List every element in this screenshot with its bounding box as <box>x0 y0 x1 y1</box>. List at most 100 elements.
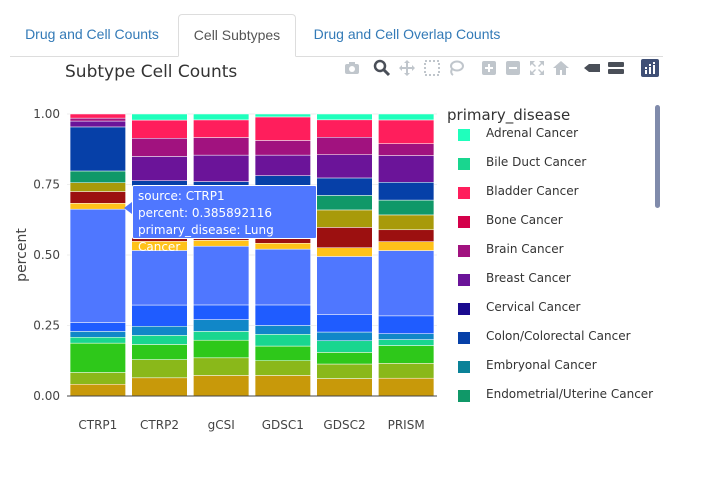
zoom-out-icon[interactable] <box>503 58 523 78</box>
bar-segment <box>378 113 435 121</box>
box-select-icon[interactable] <box>422 58 442 78</box>
bar-segment <box>131 138 188 157</box>
legend-item[interactable]: Adrenal Cancer <box>458 124 658 144</box>
bar-segment <box>69 342 126 373</box>
bar-segment <box>378 333 435 340</box>
legend-swatch <box>458 187 470 199</box>
bar-segment <box>316 154 373 179</box>
legend-item[interactable]: Brain Cancer <box>458 240 658 260</box>
reset-axes-icon[interactable] <box>551 58 571 78</box>
bar-segment <box>69 113 126 119</box>
hover-tooltip: source: CTRP1 percent: 0.385892116 prima… <box>132 185 317 254</box>
y-tick-label: 0.75 <box>33 178 60 192</box>
bar-segment <box>69 126 126 172</box>
legend-swatch <box>458 274 470 286</box>
y-tick-label: 0.25 <box>33 319 60 333</box>
bar-segment <box>254 154 311 176</box>
bar-segment <box>378 143 435 156</box>
legend-item[interactable]: Embryonal Cancer <box>458 356 658 376</box>
spike-lines-icon[interactable] <box>582 58 602 78</box>
legend-label: Endometrial/Uterine Cancer <box>486 387 654 401</box>
y-tick-label: 0.50 <box>33 248 60 262</box>
legend-swatch <box>458 216 470 228</box>
tab-drug-and-cell-counts[interactable]: Drug and Cell Counts <box>25 26 159 42</box>
bar-segment <box>69 120 126 128</box>
lasso-icon[interactable] <box>446 58 466 78</box>
bar-segment <box>254 334 311 347</box>
bar-segment <box>254 116 311 141</box>
legend-label: Adrenal Cancer <box>486 126 579 140</box>
bar-segment <box>193 154 250 182</box>
bar-segment <box>193 319 250 332</box>
pan-icon[interactable] <box>397 58 417 78</box>
bar-segment <box>378 119 435 144</box>
bar-segment <box>378 345 435 364</box>
legend-item[interactable]: Bladder Cancer <box>458 182 658 202</box>
bar-segment <box>378 199 435 216</box>
bar-segment <box>316 113 373 121</box>
bar-segment <box>254 140 311 156</box>
bar-segment <box>131 335 188 345</box>
camera-icon[interactable] <box>342 58 362 78</box>
bar-segment <box>69 182 126 192</box>
legend-item[interactable]: Cervical Cancer <box>458 298 658 318</box>
bar-segment <box>316 119 373 138</box>
y-axis-label: percent <box>14 228 30 282</box>
bar-segment <box>131 156 188 181</box>
legend-item[interactable]: Bile Duct Cancer <box>458 153 658 173</box>
y-tick-label: 1.00 <box>33 107 60 121</box>
bar-segment <box>193 339 250 359</box>
bar-segment <box>193 304 250 320</box>
bar-segment <box>316 331 373 342</box>
bar-segment <box>69 322 126 332</box>
bar-segment <box>316 177 373 196</box>
x-tick-label: CTRP1 <box>78 418 117 432</box>
bar-segment <box>254 248 311 306</box>
bar-segment <box>131 119 188 139</box>
x-tick-label: GDSC2 <box>323 418 365 432</box>
zoom-icon[interactable] <box>372 58 392 78</box>
x-tick-label: PRISM <box>388 418 425 432</box>
legend-title: primary_disease <box>447 106 571 124</box>
zoom-in-icon[interactable] <box>479 58 499 78</box>
autoscale-icon[interactable] <box>527 58 547 78</box>
bar-segment <box>193 245 250 306</box>
plotly-logo-icon[interactable] <box>640 58 660 78</box>
tooltip-arrow <box>124 202 132 214</box>
legend-label: Brain Cancer <box>486 242 564 256</box>
bar-segment <box>254 325 311 335</box>
bar-segment <box>316 247 373 257</box>
bar-segment <box>378 155 435 183</box>
legend-item[interactable]: Endometrial/Uterine Cancer <box>458 385 658 405</box>
bar-segment <box>316 209 373 228</box>
bar-segment <box>378 377 435 397</box>
bar-segment <box>69 372 126 385</box>
bar-segment <box>378 315 435 334</box>
bar-segment <box>69 331 126 338</box>
legend-swatch <box>458 245 470 257</box>
bar-segment <box>378 229 435 242</box>
bar-segment <box>316 340 373 353</box>
bar-segment <box>378 182 435 201</box>
bar-segment <box>254 375 311 397</box>
tooltip-disease: primary_disease: Lung Cancer <box>138 223 274 254</box>
tab-cell-subtypes[interactable]: Cell Subtypes <box>178 14 296 57</box>
legend-item[interactable]: Breast Cancer <box>458 269 658 289</box>
legend-item[interactable]: Colon/Colorectal Cancer <box>458 327 658 347</box>
bar-segment <box>316 314 373 333</box>
legend-label: Breast Cancer <box>486 271 571 285</box>
bar-segment <box>316 227 373 248</box>
legend-swatch <box>458 129 470 141</box>
legend-scrollbar[interactable] <box>655 105 660 208</box>
bar-segment <box>316 363 373 379</box>
legend-swatch <box>458 158 470 170</box>
compare-hover-icon[interactable] <box>606 58 626 78</box>
legend-item[interactable]: Bone Cancer <box>458 211 658 231</box>
legend-label: Embryonal Cancer <box>486 358 597 372</box>
bar-segment <box>193 331 250 341</box>
bar-segment <box>131 304 188 327</box>
bar-segment <box>193 113 250 121</box>
legend-swatch <box>458 361 470 373</box>
bar-segment <box>69 170 126 183</box>
tab-drug-and-cell-overlap-counts[interactable]: Drug and Cell Overlap Counts <box>313 26 501 42</box>
